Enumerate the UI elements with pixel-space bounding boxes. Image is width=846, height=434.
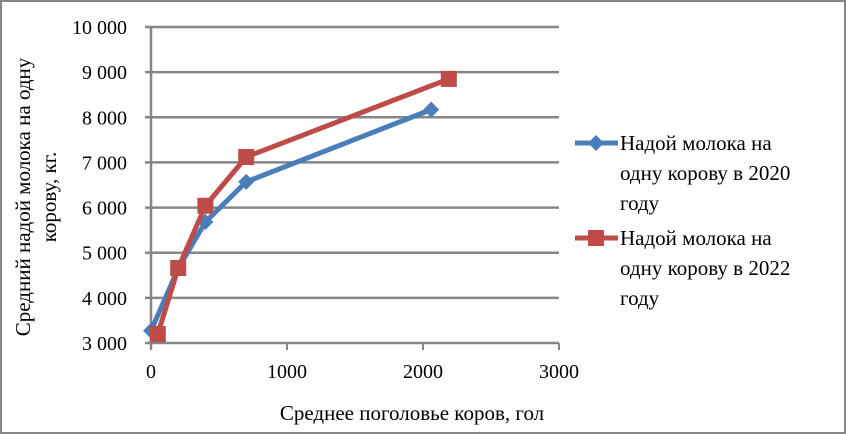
diamond-marker-icon: [238, 173, 255, 190]
y-tick-label: 10 000: [72, 17, 127, 39]
square-marker-icon: [149, 325, 166, 342]
legend: Надой молока на одну корову в 2020 году …: [575, 131, 790, 310]
legend-label-2020-line2: одну корову в 2020: [620, 161, 790, 185]
x-axis-title: Среднее поголовье коров, гол: [280, 401, 544, 425]
x-tick-label: 3000: [539, 361, 579, 383]
y-tick-label: 6 000: [82, 198, 127, 220]
y-tick-label: 7 000: [82, 152, 127, 174]
legend-label-2022-line1: Надой молока на: [620, 226, 772, 250]
diamond-marker-icon: [588, 135, 604, 151]
series-lines: [143, 70, 457, 342]
y-tick-label: 5 000: [82, 243, 127, 265]
square-marker-icon: [440, 70, 457, 87]
x-tick-label: 0: [146, 361, 156, 383]
legend-label-2022-line3: году: [620, 286, 660, 310]
y-tick-label: 9 000: [82, 62, 127, 84]
square-marker-icon: [170, 260, 187, 277]
x-tick-label: 1000: [267, 361, 307, 383]
legend-item-2022[interactable]: Надой молока на одну корову в 2022 году: [575, 226, 790, 310]
x-tick-label: 2000: [403, 361, 443, 383]
x-axis-ticks: 0 1000 2000 3000: [146, 343, 579, 383]
y-axis-ticks: 3 000 4 000 5 000 6 000 7 000 8 000 9 000 10 00…: [72, 17, 127, 355]
legend-label-2020-line1: Надой молока на: [620, 131, 772, 155]
gridlines: [145, 25, 559, 345]
square-marker-icon: [238, 149, 255, 166]
square-marker-icon: [588, 230, 604, 246]
y-axis-title-line2: корову, кг.: [37, 152, 61, 242]
legend-label-2020-line3: году: [620, 191, 660, 215]
y-tick-label: 4 000: [82, 288, 127, 310]
y-tick-label: 8 000: [82, 107, 127, 129]
diamond-marker-icon: [423, 101, 440, 118]
y-tick-label: 3 000: [82, 333, 127, 355]
legend-label-2022-line2: одну корову в 2022: [620, 256, 790, 280]
y-axis-title-line1: Средний надой молока на одну: [11, 57, 35, 336]
legend-item-2020[interactable]: Надой молока на одну корову в 2020 году: [575, 131, 790, 215]
y-axis-title: Средний надой молока на одну корову, кг.: [11, 57, 61, 336]
square-marker-icon: [197, 197, 214, 214]
